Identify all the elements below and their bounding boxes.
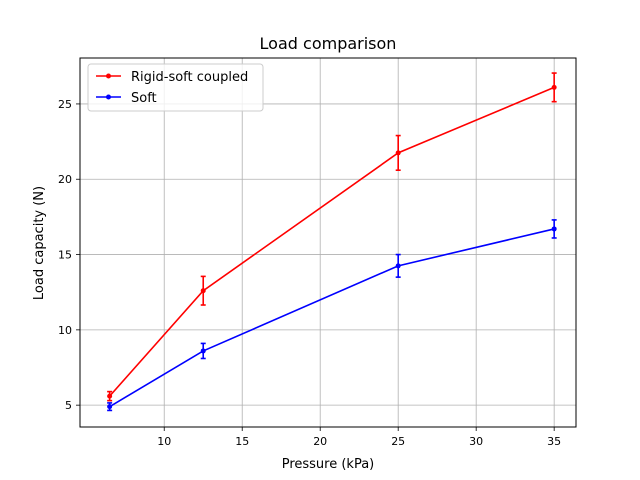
y-tick-label: 25 (58, 98, 72, 111)
x-axis-label: Pressure (kPa) (282, 457, 375, 472)
data-point (395, 263, 401, 269)
legend-label-rigid-soft: Rigid-soft coupled (131, 70, 248, 85)
legend-marker-soft (106, 94, 111, 100)
data-point (107, 404, 113, 410)
series-line (109, 86, 555, 397)
y-tick-label: 5 (65, 399, 72, 412)
x-tick-label: 15 (235, 435, 249, 448)
data-point (551, 84, 557, 90)
y-tick-label: 20 (58, 173, 72, 186)
x-tick-label: 25 (391, 435, 405, 448)
legend-label-soft: Soft (131, 91, 157, 106)
y-tick-label: 15 (58, 249, 72, 262)
data-point (395, 150, 401, 156)
series-layer (107, 72, 557, 412)
series-0 (107, 72, 557, 402)
y-axis-label: Load capacity (N) (32, 186, 47, 300)
axis-ticks: 10 15 20 25 30 35 5 10 15 20 25 (58, 98, 561, 448)
x-tick-label: 20 (313, 435, 327, 448)
y-tick-label: 10 (58, 324, 72, 337)
axes-frame (79, 57, 577, 428)
grid-lines (80, 58, 576, 427)
series-1 (107, 219, 557, 412)
legend-marker-rigid-soft (106, 73, 111, 79)
legend-box (87, 63, 264, 112)
chart-title: Load comparison (260, 34, 397, 53)
x-tick-label: 30 (469, 435, 483, 448)
x-tick-label: 35 (547, 435, 561, 448)
series-line (109, 228, 555, 408)
legend: Rigid-soft coupled Soft (87, 63, 264, 112)
data-point (200, 348, 206, 354)
data-point (200, 288, 206, 294)
data-point (107, 393, 113, 399)
data-point (551, 226, 557, 232)
x-tick-label: 10 (157, 435, 171, 448)
